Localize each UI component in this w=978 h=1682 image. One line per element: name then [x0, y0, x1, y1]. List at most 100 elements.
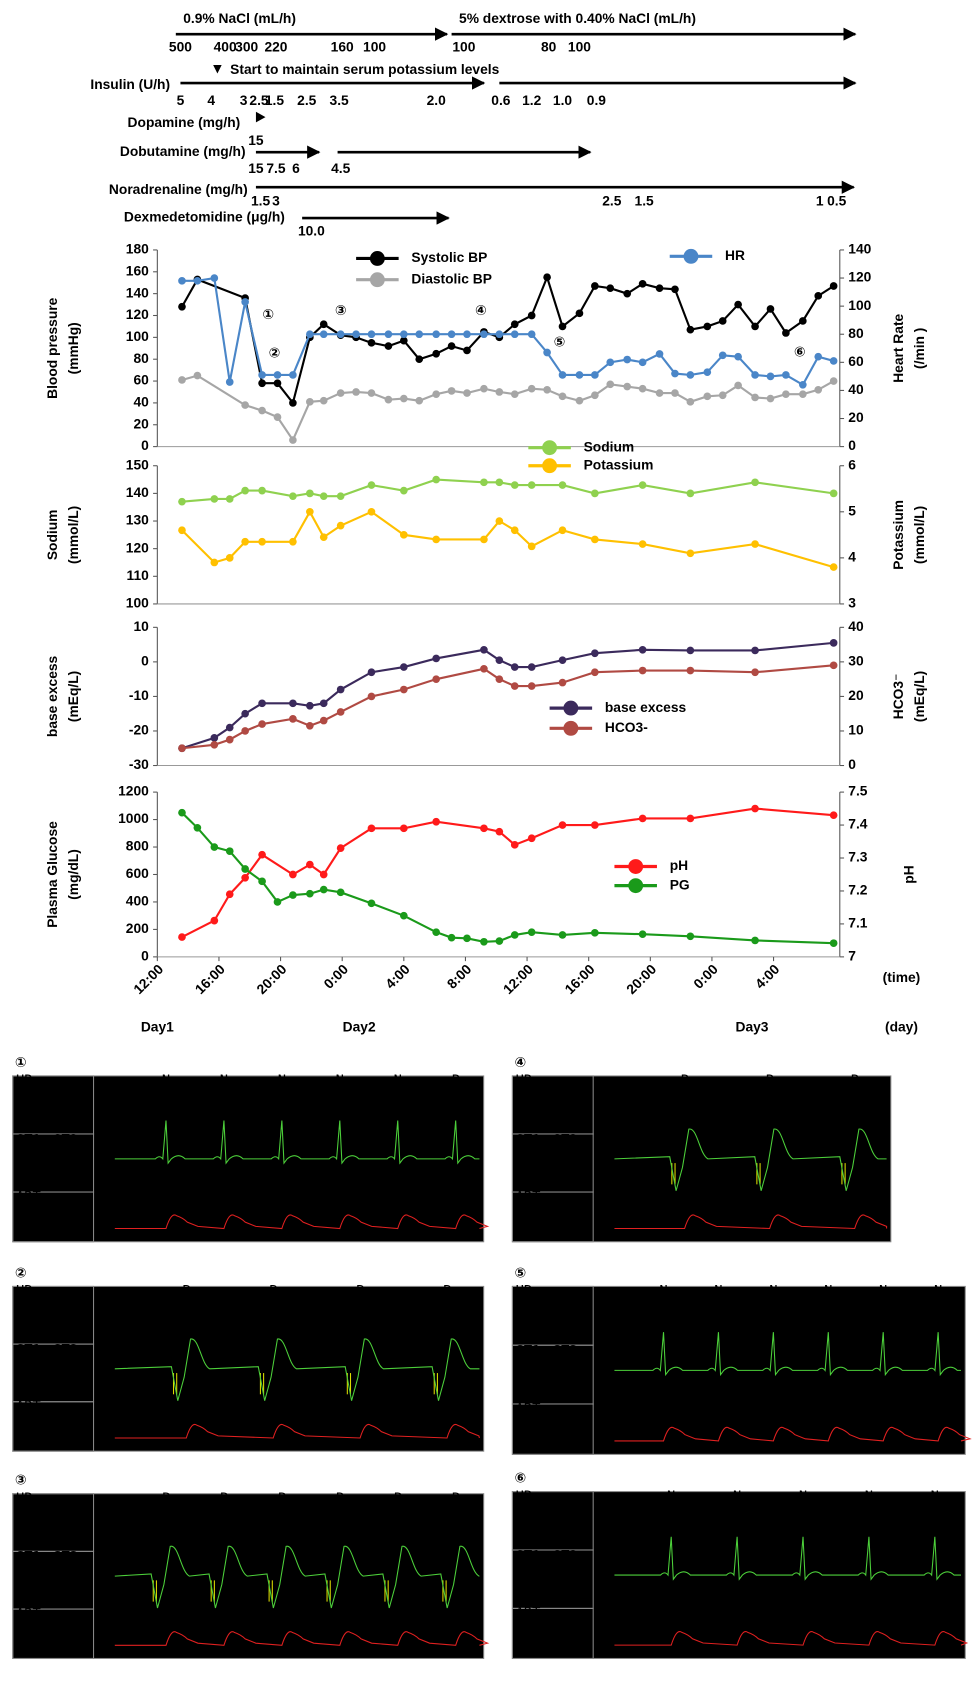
point	[511, 526, 519, 534]
y-axis-label: (mg/dL)	[65, 849, 81, 900]
lead-label: II	[97, 1154, 114, 1170]
y2-tick-label: 7.5	[848, 783, 868, 799]
dose: 4.5	[331, 160, 351, 176]
point	[751, 479, 759, 487]
point	[719, 351, 727, 359]
point	[751, 540, 759, 548]
point	[814, 353, 822, 361]
point	[178, 933, 186, 941]
point	[830, 563, 838, 571]
point	[306, 490, 314, 498]
y-tick-label: 0	[141, 437, 149, 453]
y2-axis-label: (mEq/L)	[911, 671, 927, 722]
y-tick-label: -20	[129, 722, 149, 738]
st1-label: ST1	[516, 1132, 541, 1148]
point	[211, 734, 219, 742]
mv-label: mV	[573, 1391, 590, 1407]
y2-tick-label: 7.3	[848, 849, 868, 865]
annotation: ⑥	[794, 343, 806, 359]
point	[496, 656, 504, 664]
art-mean: ( 71 )	[537, 1637, 569, 1653]
y2-tick-label: 20	[848, 687, 864, 703]
dose: 160	[331, 39, 354, 55]
dose: 7.5	[266, 160, 286, 176]
day-label: Day3	[735, 1019, 768, 1035]
series-line	[182, 480, 834, 502]
point	[511, 682, 519, 690]
beat-label: P	[765, 1073, 773, 1089]
dose: 5	[177, 92, 185, 108]
art-trace-label: ART	[97, 1201, 122, 1217]
point	[511, 481, 519, 489]
y-tick-label: 600	[126, 865, 149, 881]
point	[337, 522, 345, 530]
point	[480, 646, 488, 654]
y-tick-label: 110	[127, 567, 150, 583]
point	[337, 492, 345, 500]
legend-marker	[542, 440, 557, 455]
point	[639, 667, 647, 675]
point	[289, 700, 297, 708]
y-tick-label: 80	[133, 350, 149, 366]
dose: 220	[264, 39, 287, 55]
y-tick-label: 20	[133, 415, 149, 431]
point	[734, 301, 742, 309]
point	[639, 815, 647, 823]
point	[528, 481, 536, 489]
legend-marker	[684, 249, 699, 264]
point	[274, 898, 282, 906]
point	[258, 407, 266, 415]
point	[320, 320, 328, 328]
hr-value: 40	[545, 1100, 561, 1116]
st1-label: ST1	[16, 1550, 41, 1566]
beat-label: N	[799, 1489, 807, 1505]
point	[480, 825, 488, 833]
point	[496, 330, 504, 338]
point	[591, 821, 599, 829]
point	[400, 531, 408, 539]
point	[289, 492, 297, 500]
point	[511, 320, 519, 328]
point	[226, 495, 234, 503]
x-tick-label: 20:00	[623, 961, 659, 997]
point	[226, 724, 234, 732]
drug-name: Dobutamine (mg/h)	[120, 143, 246, 159]
point	[591, 391, 599, 399]
beat-label: P	[680, 1073, 688, 1089]
point	[368, 339, 376, 347]
st2-label: ST2	[53, 1550, 78, 1566]
day-label: Day1	[141, 1019, 174, 1035]
point	[591, 282, 599, 290]
beat-label: N	[931, 1489, 939, 1505]
art-trace-label: ART	[596, 1413, 621, 1429]
point	[830, 662, 838, 670]
point	[528, 330, 536, 338]
dose: 1.5	[265, 92, 285, 108]
point	[352, 388, 360, 396]
point	[178, 744, 186, 752]
beat-label: P	[162, 1491, 170, 1507]
series-line	[182, 643, 834, 748]
point	[320, 492, 328, 500]
point	[814, 386, 822, 394]
off-label: OFF	[596, 1093, 621, 1109]
point	[241, 538, 249, 546]
point	[656, 389, 664, 397]
point	[671, 285, 679, 293]
point	[543, 386, 551, 394]
st1-label: ST1	[16, 1342, 41, 1358]
point	[178, 526, 186, 534]
point	[385, 342, 393, 350]
point	[226, 378, 234, 386]
point	[320, 717, 328, 725]
point	[782, 390, 790, 398]
point	[289, 399, 297, 407]
point	[211, 274, 219, 282]
point	[368, 693, 376, 701]
st2-label: ST2	[553, 1132, 578, 1148]
beat-label: N	[733, 1489, 741, 1505]
y-tick-label: 120	[126, 306, 149, 322]
panel-id: ⑤	[515, 1264, 527, 1280]
hr-label: HR	[516, 1489, 533, 1505]
hr-value: 65	[545, 1311, 561, 1327]
